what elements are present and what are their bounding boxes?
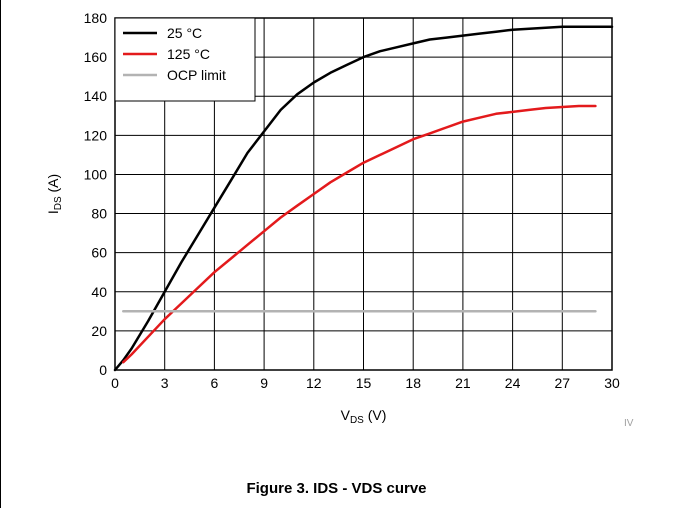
y-tick-label: 160 [84, 49, 108, 65]
ids-vds-chart: 0 20 40 60 80 100 120 140 160 180 0 3 6 9 12 15 18 21 24 2… [45, 10, 634, 429]
y-tick-labels: 0 20 40 60 80 100 120 140 160 180 [84, 10, 108, 378]
x-tick-label: 30 [604, 375, 620, 391]
y-axis-title: IDS (A) [45, 174, 64, 214]
page-left-border [0, 0, 1, 508]
plot-border [114, 17, 613, 371]
x-tick-label: 27 [555, 375, 571, 391]
x-tick-label: 0 [111, 375, 119, 391]
y-tick-label: 0 [99, 362, 107, 378]
x-tick-labels: 0 3 6 9 12 15 18 21 24 27 30 [111, 375, 620, 391]
y-tick-label: 60 [91, 245, 107, 261]
x-tick-label: 9 [260, 375, 268, 391]
x-tick-label: 24 [505, 375, 521, 391]
x-tick-label: 21 [455, 375, 471, 391]
y-tick-label: 20 [91, 323, 107, 339]
x-tick-label: 3 [161, 375, 169, 391]
y-tick-label: 40 [91, 284, 107, 300]
series-lines [113, 25, 614, 372]
y-tick-label: 140 [84, 88, 108, 104]
legend: 25 °C 125 °C OCP limit [114, 17, 256, 102]
x-tick-label: 18 [405, 375, 421, 391]
y-tick-label: 180 [84, 10, 108, 26]
x-axis-title-sub: DS [350, 415, 364, 426]
y-axis-title-main: I [45, 210, 61, 214]
x-tick-label: 6 [211, 375, 219, 391]
y-axis-title-unit: (A) [45, 174, 61, 197]
x-tick-label: 15 [356, 375, 372, 391]
y-tick-label: 100 [84, 166, 108, 182]
legend-label-ocp-limit: OCP limit [167, 67, 226, 83]
y-tick-label: 120 [84, 127, 108, 143]
y-axis-title-sub: DS [53, 196, 64, 210]
legend-label-125c: 125 °C [167, 46, 210, 62]
x-axis-title: VDS (V) [341, 407, 387, 426]
figure-caption: Figure 3. IDS - VDS curve [246, 480, 427, 497]
series-25c-line [113, 25, 614, 372]
series-125c-line [122, 104, 597, 364]
y-tick-label: 80 [91, 206, 107, 222]
legend-label-25c: 25 °C [167, 25, 202, 41]
x-axis-title-main: V [341, 407, 351, 423]
watermark-label: IV [624, 418, 634, 429]
x-tick-label: 12 [306, 375, 322, 391]
x-axis-title-unit: (V) [364, 407, 387, 423]
